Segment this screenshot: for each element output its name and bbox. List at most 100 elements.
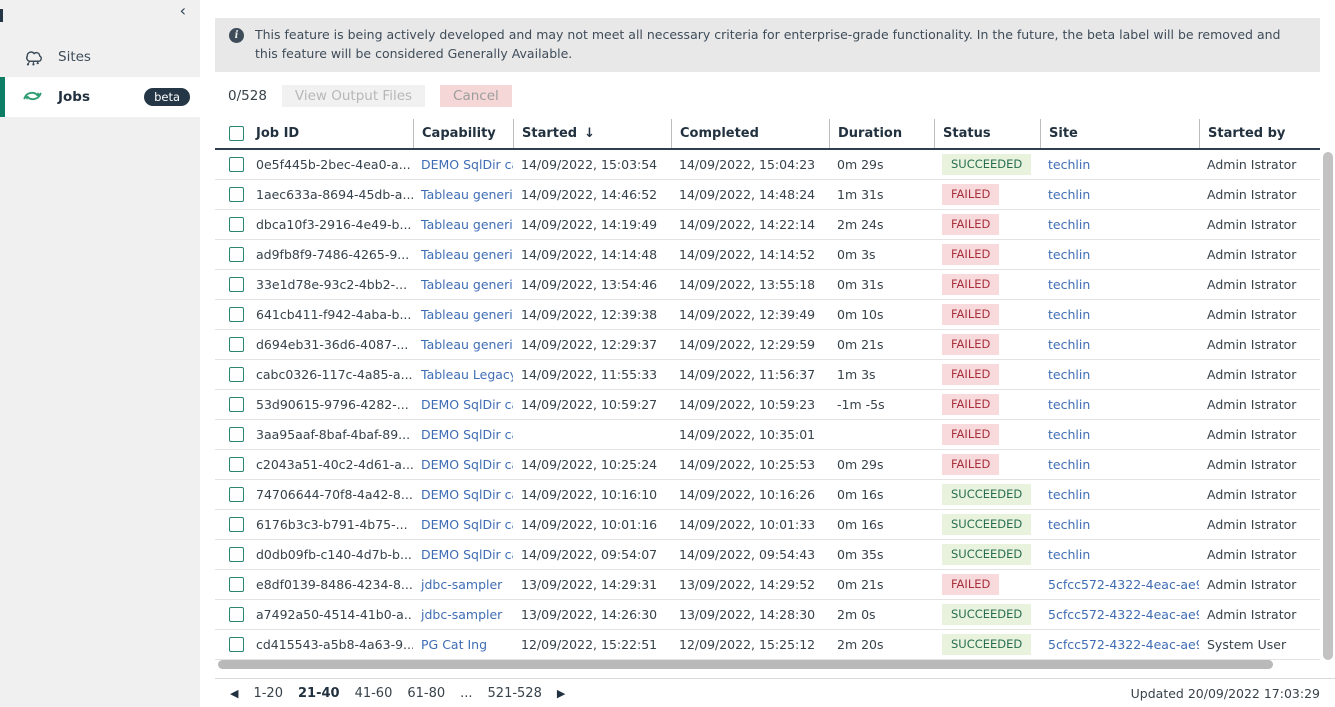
- row-checkbox[interactable]: [229, 367, 244, 382]
- column-header-started[interactable]: Started ↓: [513, 119, 671, 148]
- site-link[interactable]: techlin: [1048, 307, 1091, 322]
- started-cell: 14/09/2022, 14:46:52: [521, 187, 658, 202]
- page-item-21-40[interactable]: 21-40: [297, 685, 340, 701]
- site-link[interactable]: techlin: [1048, 457, 1091, 472]
- duration-cell: -1m -5s: [837, 397, 885, 412]
- page-item-1-20[interactable]: 1-20: [253, 685, 283, 701]
- site-link[interactable]: techlin: [1048, 427, 1091, 442]
- capability-link[interactable]: DEMO SqlDir cap: [421, 487, 513, 502]
- started-by-cell: Admin Istrator: [1207, 157, 1297, 172]
- sidebar-item-sites[interactable]: Sites: [0, 37, 200, 77]
- previous-page-icon[interactable]: ◀: [230, 686, 239, 700]
- column-header-duration[interactable]: Duration: [829, 119, 934, 148]
- row-checkbox[interactable]: [229, 577, 244, 592]
- status-cell: SUCCEEDED: [934, 544, 1040, 565]
- row-checkbox[interactable]: [229, 457, 244, 472]
- site-link[interactable]: techlin: [1048, 517, 1091, 532]
- row-checkbox[interactable]: [229, 397, 244, 412]
- column-header-capability[interactable]: Capability: [413, 119, 513, 148]
- status-badge: FAILED: [942, 214, 1000, 235]
- duration-cell: 0m 29s: [837, 157, 884, 172]
- capability-link[interactable]: PG Cat Ing: [421, 637, 488, 652]
- column-header-completed[interactable]: Completed: [671, 119, 829, 148]
- capability-link[interactable]: DEMO SqlDir cap: [421, 397, 513, 412]
- table-footer: ◀ 1-20 21-40 41-60 61-80... 521-528 ▶ Updated…: [215, 678, 1335, 707]
- capability-link[interactable]: DEMO SqlDir cap: [421, 457, 513, 472]
- capability-link[interactable]: Tableau generic c: [421, 307, 513, 322]
- site-link[interactable]: techlin: [1048, 217, 1091, 232]
- completed-cell: 12/09/2022, 15:25:12: [679, 637, 816, 652]
- table-row: ad9fb8f9-7486-4265-9... Tableau generic c…: [215, 240, 1320, 270]
- site-link[interactable]: techlin: [1048, 487, 1091, 502]
- capability-link[interactable]: DEMO SqlDir cap: [421, 427, 513, 442]
- capability-link[interactable]: Tableau generic c: [421, 337, 513, 352]
- capability-link[interactable]: Tableau generic c: [421, 277, 513, 292]
- page-ellipsis[interactable]: ...: [460, 685, 473, 701]
- row-checkbox[interactable]: [229, 517, 244, 532]
- row-checkbox[interactable]: [229, 307, 244, 322]
- capability-link[interactable]: Tableau generic c: [421, 217, 513, 232]
- jobs-table-body: 0e5f445b-2bec-4ea0-a... DEMO SqlDir cap 14…: [215, 150, 1320, 660]
- site-link[interactable]: techlin: [1048, 397, 1091, 412]
- row-checkbox[interactable]: [229, 187, 244, 202]
- site-link[interactable]: 5cfcc572-4322-4eac-ae9f-f: [1048, 607, 1199, 622]
- duration-cell: 0m 10s: [837, 307, 884, 322]
- table-row: 3aa95aaf-8baf-4baf-89... DEMO SqlDir cap 1…: [215, 420, 1320, 450]
- row-checkbox-cell: [215, 457, 248, 472]
- capability-link[interactable]: Tableau Legacy: [421, 367, 513, 382]
- page-item-521-528[interactable]: 521-528: [487, 685, 542, 701]
- collapse-sidebar-button[interactable]: ‹: [179, 1, 186, 20]
- column-header-site[interactable]: Site: [1040, 119, 1199, 148]
- table-row: cd415543-a5b8-4a63-9... PG Cat Ing 12/09/2…: [215, 630, 1320, 660]
- row-checkbox[interactable]: [229, 637, 244, 652]
- cancel-button[interactable]: Cancel: [440, 84, 512, 107]
- column-header-status[interactable]: Status: [934, 119, 1040, 148]
- sidebar-item-jobs[interactable]: Jobs beta: [0, 77, 200, 117]
- started-cell: 12/09/2022, 15:22:51: [521, 637, 658, 652]
- capability-link[interactable]: Tableau generic c: [421, 247, 513, 262]
- job-id-cell: d0db09fb-c140-4d7b-b...: [256, 547, 412, 562]
- view-output-files-button[interactable]: View Output Files: [281, 84, 426, 107]
- capability-link[interactable]: Tableau generic c: [421, 187, 513, 202]
- duration-cell: 0m 35s: [837, 547, 884, 562]
- site-link[interactable]: 5cfcc572-4322-4eac-ae9f-f: [1048, 577, 1199, 592]
- horizontal-scrollbar[interactable]: [218, 660, 1273, 669]
- capability-link[interactable]: DEMO SqlDir cap: [421, 547, 513, 562]
- status-badge: SUCCEEDED: [942, 154, 1032, 175]
- row-checkbox[interactable]: [229, 607, 244, 622]
- site-link[interactable]: techlin: [1048, 367, 1091, 382]
- page-item-61-80[interactable]: 61-80: [407, 685, 446, 701]
- started-cell: 14/09/2022, 14:19:49: [521, 217, 658, 232]
- site-link[interactable]: techlin: [1048, 187, 1091, 202]
- row-checkbox[interactable]: [229, 157, 244, 172]
- started-cell: 14/09/2022, 10:01:16: [521, 517, 658, 532]
- row-checkbox[interactable]: [229, 547, 244, 562]
- row-checkbox[interactable]: [229, 427, 244, 442]
- select-all-checkbox[interactable]: [229, 126, 244, 141]
- site-link[interactable]: techlin: [1048, 277, 1091, 292]
- row-checkbox[interactable]: [229, 247, 244, 262]
- site-link[interactable]: techlin: [1048, 247, 1091, 262]
- capability-link[interactable]: jdbc-sampler: [421, 607, 503, 622]
- page-item-41-60[interactable]: 41-60: [354, 685, 393, 701]
- row-checkbox[interactable]: [229, 487, 244, 502]
- row-checkbox[interactable]: [229, 217, 244, 232]
- site-link[interactable]: techlin: [1048, 337, 1091, 352]
- site-link[interactable]: techlin: [1048, 547, 1091, 562]
- column-header-started-by[interactable]: Started by: [1199, 119, 1320, 148]
- site-link[interactable]: 5cfcc572-4322-4eac-ae9f-f: [1048, 637, 1199, 652]
- row-checkbox[interactable]: [229, 277, 244, 292]
- capability-link[interactable]: jdbc-sampler: [421, 577, 503, 592]
- row-checkbox[interactable]: [229, 337, 244, 352]
- vertical-scrollbar[interactable]: [1323, 152, 1333, 660]
- site-link[interactable]: techlin: [1048, 157, 1091, 172]
- sidebar-scrollbar[interactable]: [0, 9, 3, 22]
- next-page-icon[interactable]: ▶: [556, 686, 566, 700]
- capability-link[interactable]: DEMO SqlDir cap: [421, 517, 513, 532]
- capability-link[interactable]: DEMO SqlDir cap: [421, 157, 513, 172]
- column-header-job-id[interactable]: Job ID: [256, 126, 300, 141]
- started-cell: 14/09/2022, 10:25:24: [521, 457, 658, 472]
- job-id-cell: ad9fb8f9-7486-4265-9...: [256, 247, 410, 262]
- table-row: dbca10f3-2916-4e49-b... Tableau generic c…: [215, 210, 1320, 240]
- job-id-cell: a7492a50-4514-41b0-a...: [256, 607, 413, 622]
